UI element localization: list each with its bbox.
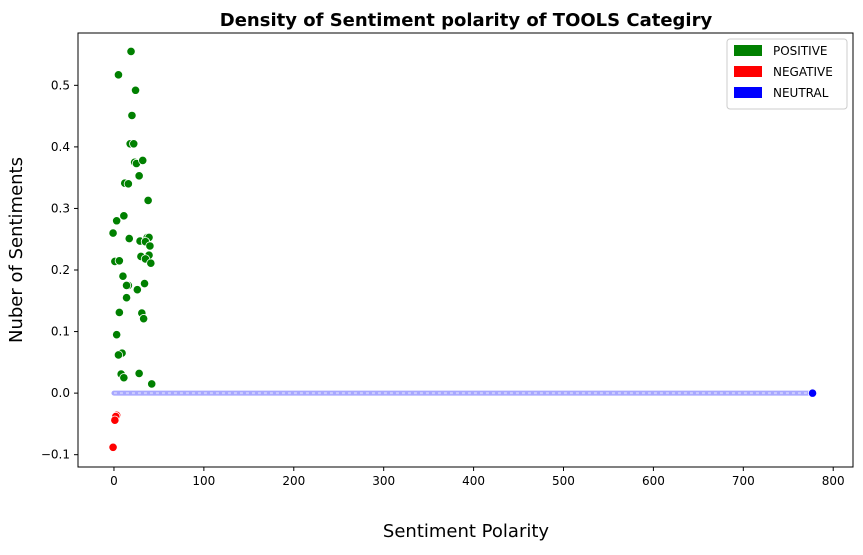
x-tick-label: 100 xyxy=(192,474,215,488)
positive-point xyxy=(124,234,134,244)
x-tick-label: 300 xyxy=(372,474,395,488)
positive-legend-label: POSITIVE xyxy=(773,44,828,58)
x-tick-label: 400 xyxy=(462,474,485,488)
positive-point xyxy=(119,211,129,221)
x-tick-label: 700 xyxy=(732,474,755,488)
y-axis: −0.1 0.0 0.1 0.2 0.3 0.4 0.5 xyxy=(41,78,78,462)
positive-point xyxy=(139,314,149,324)
negative-legend-swatch xyxy=(734,66,762,77)
x-tick-label: 600 xyxy=(642,474,665,488)
positive-point xyxy=(114,256,124,266)
positive-point xyxy=(130,85,141,95)
x-tick-label: 0 xyxy=(110,474,118,488)
positive-point xyxy=(129,139,139,149)
x-axis-title: Sentiment Polarity xyxy=(383,521,549,542)
positive-point xyxy=(127,110,137,121)
positive-point xyxy=(138,155,148,166)
positive-point xyxy=(145,241,155,251)
positive-point xyxy=(114,307,124,318)
y-tick-label: 0.0 xyxy=(51,386,70,400)
negative-point xyxy=(108,442,118,452)
positive-point xyxy=(134,368,144,379)
positive-point xyxy=(126,46,136,57)
chart-title: Density of Sentiment polarity of TOOLS C… xyxy=(220,10,713,31)
positive-point xyxy=(113,350,124,360)
y-tick-label: 0.2 xyxy=(51,263,70,277)
x-tick-label: 200 xyxy=(282,474,305,488)
plot-area xyxy=(108,46,818,452)
positive-point xyxy=(132,285,142,295)
y-tick-label: 0.4 xyxy=(51,140,70,154)
positive-point xyxy=(139,278,150,289)
positive-point xyxy=(134,171,144,181)
x-tick-label: 800 xyxy=(822,474,845,488)
positive-point xyxy=(112,216,122,226)
positive-point xyxy=(113,70,124,80)
positive-point xyxy=(121,280,132,290)
positive-point xyxy=(118,271,128,281)
y-axis-title: Nuber of Sentiments xyxy=(6,157,27,343)
y-tick-label: −0.1 xyxy=(41,448,70,462)
positive-point xyxy=(108,228,118,238)
positive-point xyxy=(112,330,122,340)
positive-point xyxy=(143,195,153,206)
negative-legend-label: NEGATIVE xyxy=(773,65,833,79)
x-tick-label: 500 xyxy=(552,474,575,488)
negative-point xyxy=(110,415,120,425)
x-axis: 0 100 200 300 400 500 600 700 800 xyxy=(110,467,845,488)
legend: POSITIVE NEGATIVE NEUTRAL xyxy=(726,38,848,110)
y-tick-label: 0.5 xyxy=(51,78,70,92)
neutral-legend-swatch xyxy=(734,87,762,98)
positive-point xyxy=(147,379,157,389)
neutral-point xyxy=(807,388,818,398)
y-tick-label: 0.3 xyxy=(51,201,70,215)
positive-legend-swatch xyxy=(734,45,762,56)
positive-point xyxy=(123,179,133,189)
y-tick-label: 0.1 xyxy=(51,325,70,339)
positive-point xyxy=(146,258,156,268)
positive-point xyxy=(121,293,132,303)
plot-frame xyxy=(77,32,854,468)
neutral-legend-label: NEUTRAL xyxy=(773,86,829,100)
positive-point xyxy=(119,373,129,383)
